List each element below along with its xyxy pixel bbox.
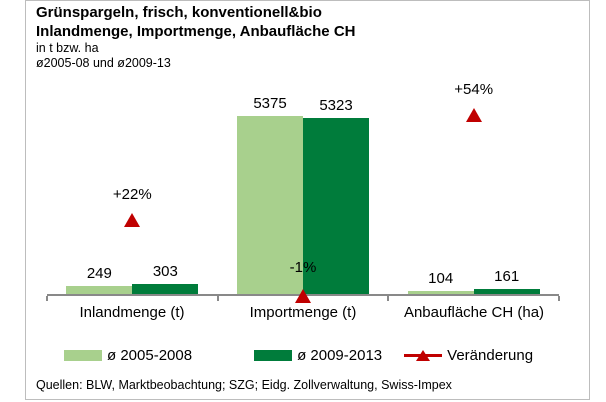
source-line: Quellen: BLW, Marktbeobachtung; SZG; Eid… (36, 378, 452, 392)
legend-label-2005-2008: ø 2005-2008 (107, 347, 193, 364)
plot-area: Inlandmenge (t) Importmenge (t) Anbauflä… (26, 1, 589, 399)
bar-value-label: 303 (152, 263, 178, 280)
category-label-anbauflaeche: Anbaufläche CH (ha) (403, 304, 545, 321)
legend-swatch-light-green (64, 350, 102, 361)
bar-2005-2008 (407, 291, 474, 294)
change-marker-icon (404, 349, 443, 362)
bar-2005-2008 (237, 116, 303, 294)
legend-item-2009-2013: ø 2009-2013 (254, 347, 382, 364)
x-axis-tick (387, 296, 390, 301)
chart-legend: ø 2005-2008 ø 2009-2013 Veränderung (64, 347, 533, 364)
legend-swatch-dark-green (254, 350, 293, 361)
change-triangle-icon (124, 213, 141, 227)
change-triangle-icon (295, 289, 311, 303)
chart-title-block: Grünspargeln, frisch, konventionell&bio … (36, 3, 355, 71)
bar-value-label: 161 (494, 268, 520, 285)
change-triangle-icon (465, 108, 482, 122)
chart-frame: Grünspargeln, frisch, konventionell&bio … (25, 0, 590, 400)
bar-value-label: 5375 (253, 95, 287, 112)
category-label-importmenge: Importmenge (t) (249, 304, 357, 321)
x-axis-tick (216, 296, 219, 301)
chart-title-line-2: Inlandmenge, Importmenge, Anbaufläche CH (36, 23, 356, 40)
x-axis-tick (558, 296, 560, 301)
bar-2005-2008 (66, 286, 133, 294)
legend-item-veraenderung: Veränderung (404, 347, 533, 364)
chart-subtitle-units: in t bzw. ha (36, 41, 99, 55)
category-label-inlandmenge: Inlandmenge (t) (79, 304, 185, 321)
bar-2009-2013 (303, 118, 369, 294)
change-percent-label: +54% (454, 81, 494, 98)
chart-subtitle-periods: ø2005-08 und ø2009-13 (36, 56, 171, 70)
bar-value-label: 5323 (319, 97, 353, 114)
change-percent-label: -1% (289, 259, 317, 276)
bar-2009-2013 (132, 284, 199, 294)
chart-title-line-1: Grünspargeln, frisch, konventionell&bio (36, 4, 322, 21)
bar-value-label: 104 (428, 270, 454, 287)
legend-item-2005-2008: ø 2005-2008 (64, 347, 192, 364)
x-axis-tick (46, 296, 48, 301)
change-percent-label: +22% (112, 186, 152, 203)
legend-label-2009-2013: ø 2009-2013 (297, 347, 383, 364)
legend-label-veraenderung: Veränderung (447, 347, 534, 364)
change-marker-triangle-icon (416, 350, 431, 361)
bar-value-label: 249 (86, 265, 112, 282)
bar-2009-2013 (473, 289, 540, 294)
